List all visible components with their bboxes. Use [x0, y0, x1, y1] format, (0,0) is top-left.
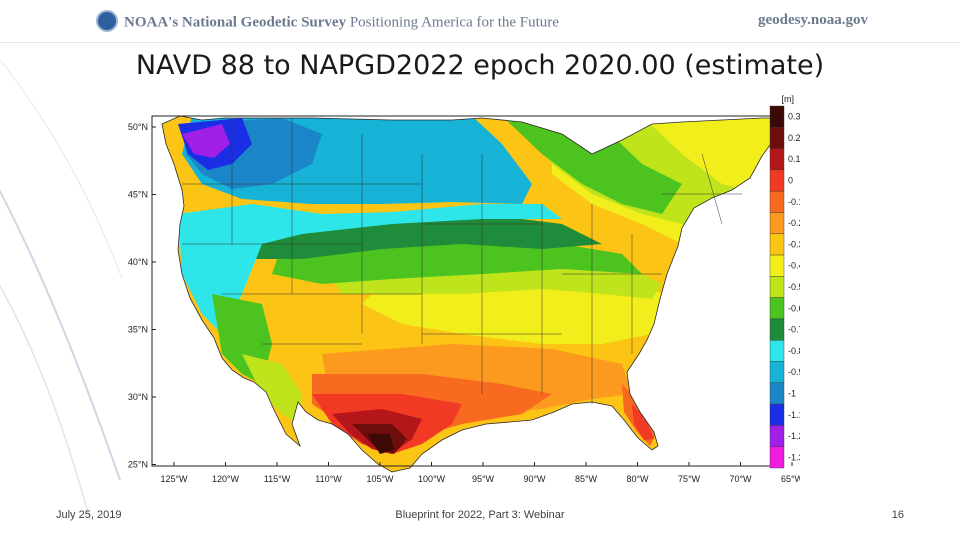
longitude-label: 70°W [729, 474, 752, 484]
colorbar-swatch [769, 190, 785, 213]
longitude-label: 105°W [366, 474, 394, 484]
latitude-label: 45°N [128, 190, 148, 200]
colorbar-label: -0.4 [788, 261, 800, 271]
header-org-name: NOAA's National Geodetic Survey [124, 14, 347, 31]
colorbar-label: 0 [788, 176, 793, 186]
colorbar-swatch [769, 297, 785, 320]
map-color-region [182, 124, 230, 158]
colorbar-swatch [769, 127, 785, 149]
longitude-label: 115°W [264, 474, 291, 484]
footer-date: July 25, 2019 [56, 509, 122, 521]
colorbar-swatch [769, 212, 785, 234]
colorbar-label: -0.1 [788, 197, 800, 207]
footer-event: Blueprint for 2022, Part 3: Webinar [395, 509, 565, 521]
longitude-label: 80°W [626, 474, 649, 484]
colorbar-label: -0.6 [788, 303, 800, 313]
longitude-label: 110°W [315, 474, 342, 484]
colorbar-swatch [769, 105, 785, 128]
colorbar-label: -0.3 [788, 239, 800, 249]
header-org: NOAA's National Geodetic Survey Position… [96, 10, 559, 34]
colorbar-label: 0.1 [788, 154, 800, 164]
conus-map: 50°N 45°N 40°N 35°N 30°N 25°N 125°W 120°W 115°W… [122, 94, 804, 486]
longitude-label: 125°W [160, 474, 188, 484]
latitude-label: 35°N [128, 325, 148, 335]
colorbar-label: -0.7 [788, 325, 800, 335]
colorbar-label: -0.9 [788, 367, 800, 377]
header-banner: NOAA's National Geodetic Survey Position… [0, 0, 960, 43]
longitude-label: 95°W [472, 474, 495, 484]
longitude-label: 90°W [523, 474, 546, 484]
header-tagline: Positioning America for the Future [349, 14, 559, 31]
map-color-region [178, 204, 562, 334]
colorbar-swatch [769, 446, 785, 469]
longitude-label: 100°W [418, 474, 446, 484]
colorbar-label: -1.2 [788, 431, 800, 441]
latitude-label: 50°N [128, 122, 148, 132]
colorbar-swatch [769, 340, 785, 362]
colorbar-swatch [769, 148, 785, 171]
colorbar-label: -0.8 [788, 346, 800, 356]
map-figure: 50°N 45°N 40°N 35°N 30°N 25°N 125°W 120°W 115°W… [122, 94, 804, 486]
colorbar-swatch [769, 276, 785, 298]
colorbar-unit: [m] [782, 94, 795, 104]
colorbar-label: -1.1 [788, 410, 800, 420]
latitude-label: 30°N [128, 392, 148, 402]
latitude-label: 25°N [128, 460, 148, 470]
noaa-logo-icon [96, 10, 118, 32]
map-color-region [367, 434, 394, 454]
colorbar-swatch [769, 169, 785, 192]
longitude-label: 85°W [575, 474, 598, 484]
colorbar-swatch [769, 382, 785, 405]
slide-title: NAVD 88 to NAPGD2022 epoch 2020.00 (esti… [135, 50, 825, 81]
colorbar-swatch [769, 361, 785, 384]
state-border [701, 153, 723, 225]
colorbar-swatch [769, 403, 785, 426]
colorbar-swatch [769, 233, 785, 256]
colorbar-label: -0.2 [788, 218, 800, 228]
latitude-label: 40°N [128, 257, 148, 267]
colorbar-label: -1.3 [788, 452, 800, 462]
colorbar-label: -0.5 [788, 282, 800, 292]
map-color-region [242, 354, 302, 424]
colorbar-swatch [769, 254, 785, 277]
map-color-region [632, 404, 654, 440]
colorbar-label: 0.3 [788, 112, 800, 122]
colorbar-label: -1 [788, 388, 796, 398]
longitude-label: 75°W [678, 474, 701, 484]
header-site: geodesy.noaa.gov [757, 12, 868, 28]
colorbar-swatch [769, 318, 785, 341]
longitude-label: 120°W [212, 474, 240, 484]
slide-number: 16 [891, 509, 904, 521]
colorbar-swatch [769, 425, 785, 447]
longitude-label: 65°W [781, 474, 800, 484]
colorbar-label: 0.2 [788, 133, 800, 143]
map-color-region [502, 116, 682, 214]
